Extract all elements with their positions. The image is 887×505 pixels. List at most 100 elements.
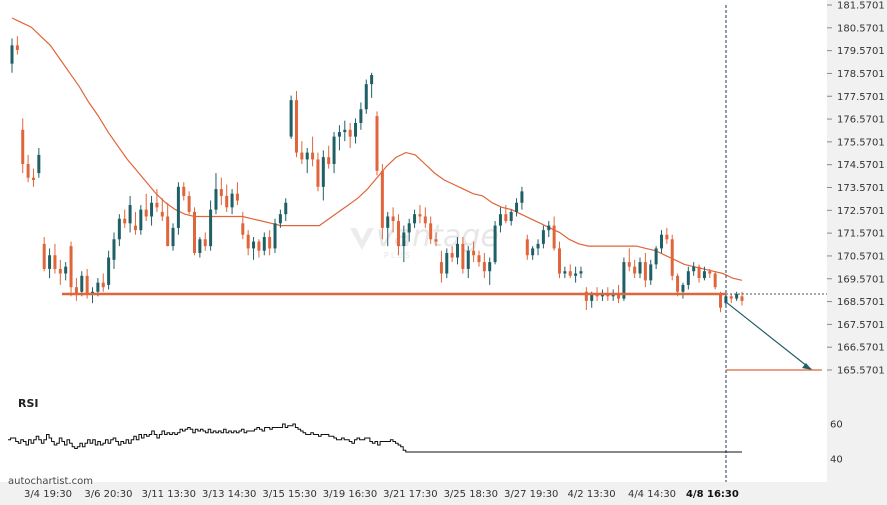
- candle-body: [713, 273, 717, 288]
- candle-body: [681, 284, 685, 292]
- candle-body: [520, 191, 524, 203]
- candle: [477, 250, 481, 267]
- price-tick-label: 167.5701: [837, 320, 885, 331]
- time-tick-label: 4/2 13:30: [568, 489, 616, 500]
- candle-body: [729, 296, 733, 299]
- candle: [713, 271, 717, 290]
- sma-layer: [11, 17, 743, 281]
- candle-body: [396, 221, 400, 247]
- candle-body: [686, 271, 690, 285]
- candle: [380, 164, 384, 240]
- candle-body: [354, 122, 358, 137]
- candle-body: [123, 218, 127, 224]
- candle: [74, 278, 78, 301]
- candle-body: [26, 164, 30, 178]
- candle: [128, 195, 132, 233]
- candle: [643, 252, 647, 288]
- price-tick-label: 181.5701: [837, 1, 885, 12]
- candle-body: [472, 250, 476, 256]
- candle-body: [670, 239, 674, 276]
- rsi-label: RSI: [18, 397, 39, 410]
- candle: [488, 257, 492, 285]
- candle: [456, 237, 460, 265]
- candle: [466, 246, 470, 279]
- candle-body: [48, 255, 52, 269]
- candle-body: [343, 129, 347, 133]
- candles-layer: [10, 36, 744, 313]
- candle-body: [300, 152, 304, 160]
- candle-body: [380, 170, 384, 228]
- candle: [418, 205, 422, 224]
- candle-body: [311, 152, 315, 160]
- candle: [375, 111, 379, 176]
- candle-body: [316, 159, 320, 187]
- candle-body: [187, 195, 191, 212]
- candle: [450, 246, 454, 263]
- candle-body: [574, 273, 578, 276]
- candle: [15, 36, 19, 55]
- candle: [166, 202, 170, 247]
- candle: [316, 152, 320, 192]
- candle-body: [590, 294, 594, 301]
- candle: [729, 294, 733, 304]
- candle: [101, 273, 105, 292]
- candle-body: [665, 234, 669, 240]
- candle-body: [466, 250, 470, 269]
- price-tick-label: 169.5701: [837, 274, 885, 285]
- candle-body: [633, 266, 637, 274]
- candle: [257, 239, 261, 258]
- candle-body: [676, 275, 680, 292]
- candle-body: [552, 225, 556, 249]
- price-tick-label: 170.5701: [837, 251, 885, 262]
- candle-body: [504, 214, 508, 222]
- candle: [107, 250, 111, 290]
- candle-body: [515, 202, 519, 212]
- candle-body: [171, 227, 175, 247]
- candle-body: [80, 275, 84, 292]
- rsi-tick-label: 60: [830, 420, 843, 431]
- time-tick-label: 4/8 16:30: [686, 489, 739, 500]
- price-tick-label: 175.5701: [837, 137, 885, 148]
- candle: [26, 154, 30, 183]
- candle-body: [402, 232, 406, 247]
- time-tick-label: 3/25 18:30: [444, 489, 498, 500]
- candle-body: [579, 271, 583, 274]
- time-tick-label: 3/19 16:30: [323, 489, 377, 500]
- candle-body: [64, 266, 68, 274]
- watermark-sub: PLUS: [384, 251, 412, 260]
- candle-body: [617, 294, 621, 299]
- candle-body: [203, 239, 207, 247]
- candle: [396, 214, 400, 256]
- candle: [69, 241, 73, 297]
- candle-body: [735, 294, 739, 299]
- candle-body: [155, 202, 159, 208]
- candle-body: [21, 129, 25, 165]
- candle: [359, 102, 363, 130]
- candle: [735, 291, 739, 301]
- candle-body: [294, 100, 298, 153]
- candle-body: [252, 241, 256, 249]
- sma-line: [11, 17, 743, 281]
- candle-body: [627, 262, 631, 267]
- candle-body: [649, 264, 653, 281]
- candle-body: [386, 216, 390, 228]
- candle: [31, 168, 35, 187]
- candle-body: [659, 234, 663, 249]
- candle-body: [429, 223, 433, 240]
- candle: [262, 232, 266, 256]
- candle: [461, 237, 465, 274]
- candle-body: [359, 109, 363, 123]
- rsi-tick-label: 40: [830, 455, 843, 466]
- candle: [708, 268, 712, 279]
- candle: [579, 266, 583, 279]
- candle-body: [445, 252, 449, 274]
- candle-body: [107, 257, 111, 285]
- candle: [21, 118, 25, 174]
- candle-body: [740, 296, 744, 301]
- candle-body: [364, 84, 368, 110]
- candle-body: [193, 211, 196, 253]
- levels-layer: [62, 5, 827, 482]
- candle: [434, 232, 438, 247]
- candle-body: [654, 248, 658, 265]
